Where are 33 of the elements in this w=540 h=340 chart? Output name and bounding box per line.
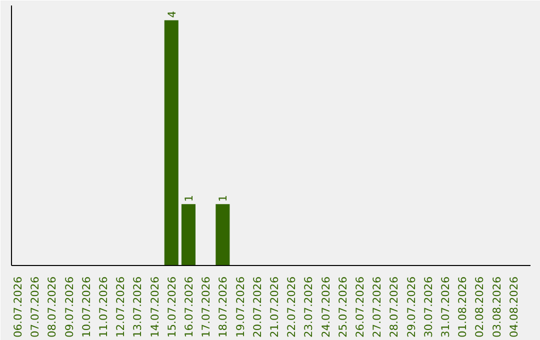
- x-tick-label: 12.07.2026: [114, 276, 128, 338]
- x-tick-label: 13.07.2026: [131, 276, 144, 338]
- data-label: 1: [216, 194, 230, 202]
- x-tick-label: 16.07.2026: [182, 276, 196, 338]
- x-tick-label: 15.07.2026: [165, 276, 178, 338]
- x-tick-label: 17.07.2026: [200, 276, 213, 338]
- x-tick-label: 18.07.2026: [216, 276, 230, 338]
- x-tick-label: 10.07.2026: [80, 276, 93, 338]
- x-tick-label: 09.07.2026: [62, 276, 76, 338]
- x-tick-label: 21.07.2026: [268, 276, 281, 338]
- x-tick-label: 24.07.2026: [319, 276, 332, 338]
- x-tick-label: 19.07.2026: [234, 276, 247, 338]
- x-tick-label: 23.07.2026: [302, 276, 316, 338]
- x-tick-label: 06.07.2026: [11, 276, 24, 338]
- x-tick-label: 27.07.2026: [370, 276, 384, 338]
- data-label: 4: [165, 10, 178, 18]
- x-tick-label: 30.07.2026: [422, 276, 435, 338]
- x-tick-label: 14.07.2026: [148, 276, 162, 338]
- x-tick-label: 03.08.2026: [490, 276, 504, 338]
- x-tick-label: 26.07.2026: [353, 276, 366, 338]
- x-tick-label: 02.08.2026: [473, 276, 486, 338]
- x-tick-label: 29.07.2026: [404, 276, 418, 338]
- x-tick-label: 01.08.2026: [456, 276, 470, 338]
- x-tick-label: 28.07.2026: [388, 276, 401, 338]
- x-tick-label: 31.07.2026: [439, 276, 452, 338]
- x-tick-label: 04.08.2026: [507, 276, 520, 338]
- x-tick-label: 08.07.2026: [46, 276, 59, 338]
- x-tick-label: 20.07.2026: [250, 276, 264, 338]
- x-tick-label: 07.07.2026: [28, 276, 42, 338]
- data-label: 1: [182, 194, 196, 202]
- x-tick-label: 25.07.2026: [336, 276, 350, 338]
- x-tick-label: 22.07.2026: [285, 276, 298, 338]
- x-tick-label: 11.07.2026: [96, 276, 110, 338]
